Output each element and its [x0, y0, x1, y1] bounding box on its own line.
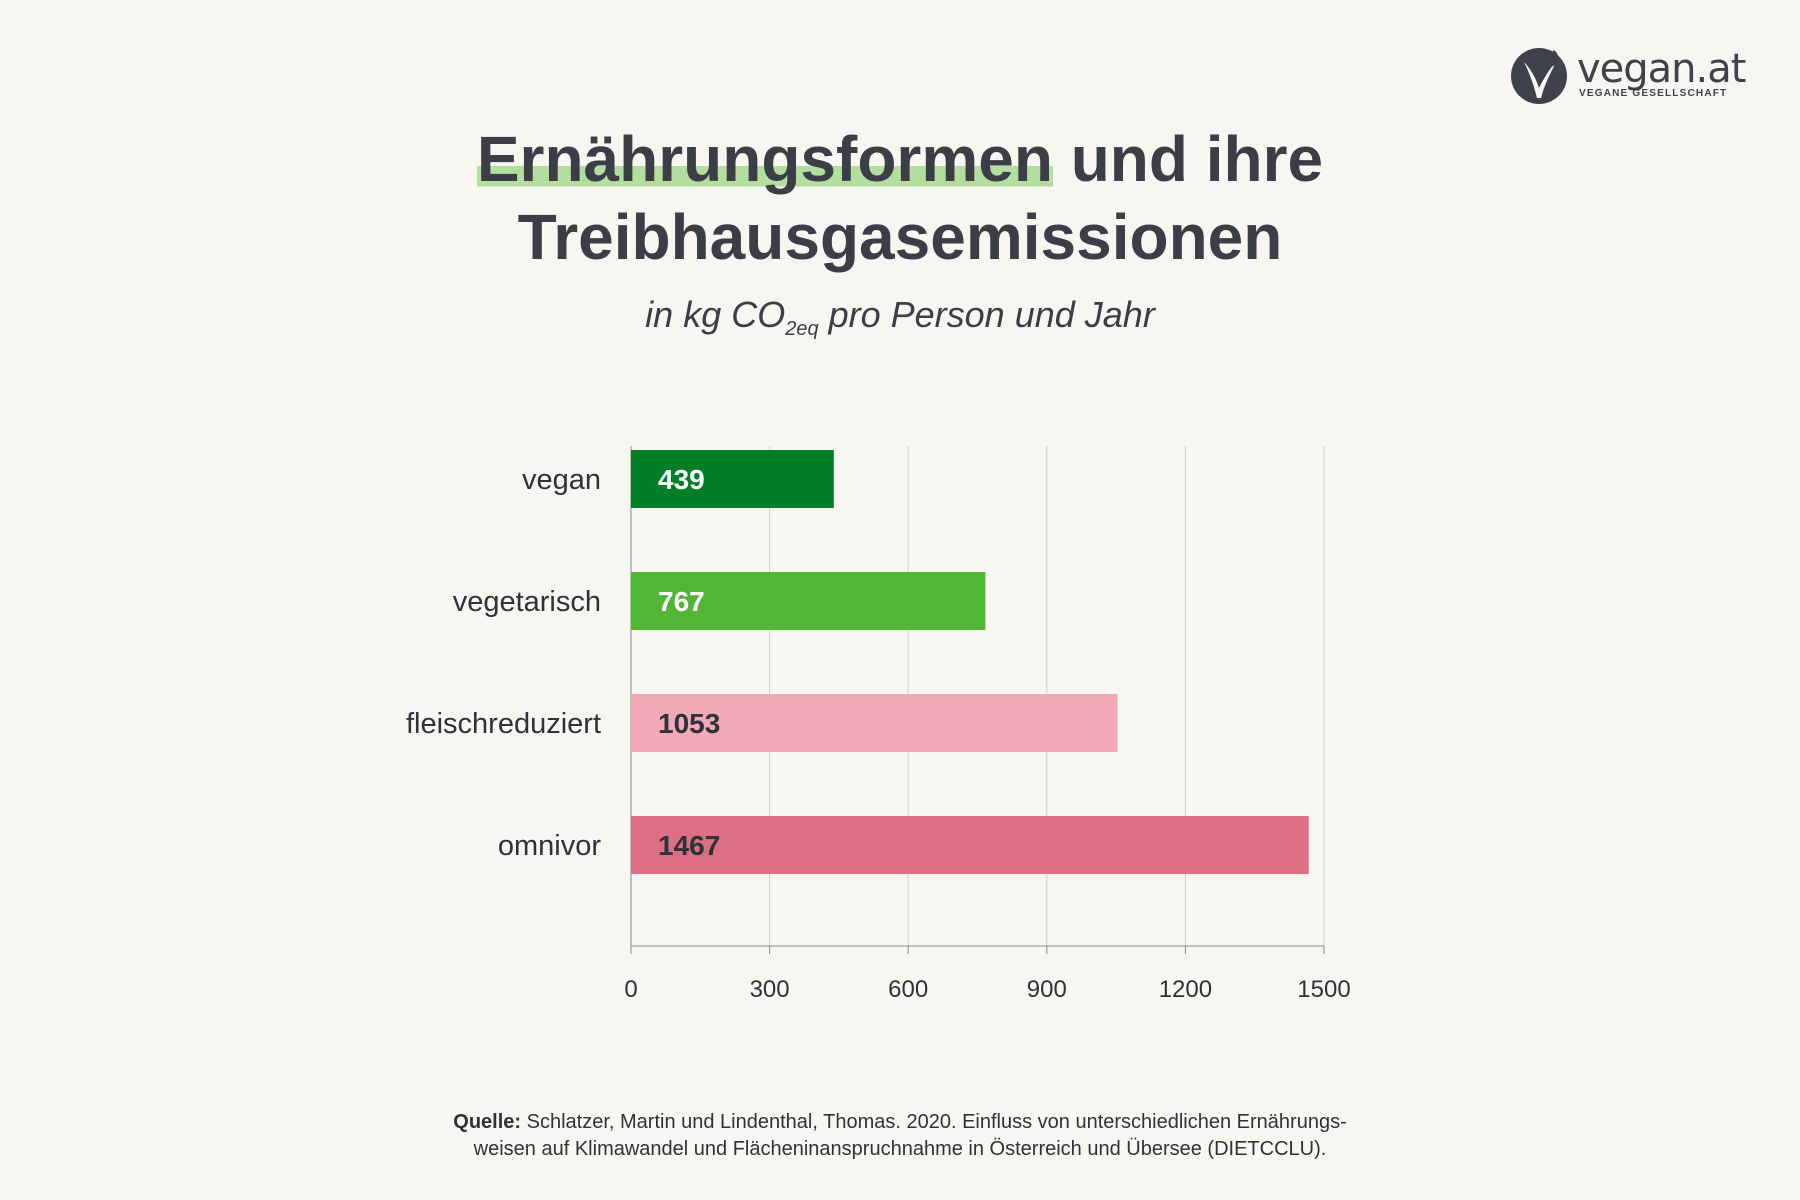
title-highlight: Ernährungsformen: [476, 123, 1053, 195]
source-label: Quelle:: [453, 1111, 522, 1133]
source-line2: weisen auf Klimawandel und Flächeninansp…: [473, 1138, 1327, 1160]
subtitle-post: pro Person und Jahr: [828, 294, 1155, 335]
value-label: 439: [658, 464, 705, 495]
x-tick-label: 1200: [1159, 976, 1212, 1003]
source-note: Quelle: Schlatzer, Martin und Lindenthal…: [0, 1109, 1800, 1163]
category-label: omnivor: [498, 830, 601, 862]
value-label: 1467: [658, 830, 720, 861]
value-label: 1053: [658, 708, 720, 739]
bar-vegan: [631, 450, 834, 508]
category-label: vegan: [522, 464, 601, 496]
x-tick-label: 900: [1027, 976, 1067, 1003]
bar-omnivor: [631, 816, 1309, 874]
logo-tagline: VEGANE GESELLSCHAFT: [1579, 88, 1728, 99]
x-tick-label: 1500: [1297, 976, 1350, 1003]
bar-fleischreduziert: [631, 694, 1118, 752]
logo-wordmark: vegan.at: [1577, 46, 1746, 92]
subtitle-sub: 2eq: [785, 318, 819, 340]
value-label: 767: [658, 586, 705, 617]
chart-subtitle: in kg CO2eq pro Person und Jahr: [0, 294, 1800, 341]
subtitle-pre: in kg CO: [645, 294, 786, 335]
vegan-at-logo[interactable]: vegan.at VEGANE GESELLSCHAFT: [1510, 44, 1750, 110]
v-leaf-icon: [1511, 48, 1567, 104]
x-tick-label: 600: [888, 976, 928, 1003]
page-title: Ernährungsformen und ihre Treibhausgasem…: [0, 120, 1800, 276]
title-line2: Treibhausgasemissionen: [517, 201, 1283, 273]
category-label: fleischreduziert: [406, 708, 601, 740]
category-label: vegetarisch: [453, 586, 601, 618]
source-line1: Schlatzer, Martin und Lindenthal, Thomas…: [526, 1111, 1347, 1133]
x-tick-label: 0: [624, 976, 637, 1003]
title-rest: und ihre: [1070, 123, 1324, 195]
bar-vegetarisch: [631, 572, 986, 630]
x-tick-label: 300: [750, 976, 790, 1003]
